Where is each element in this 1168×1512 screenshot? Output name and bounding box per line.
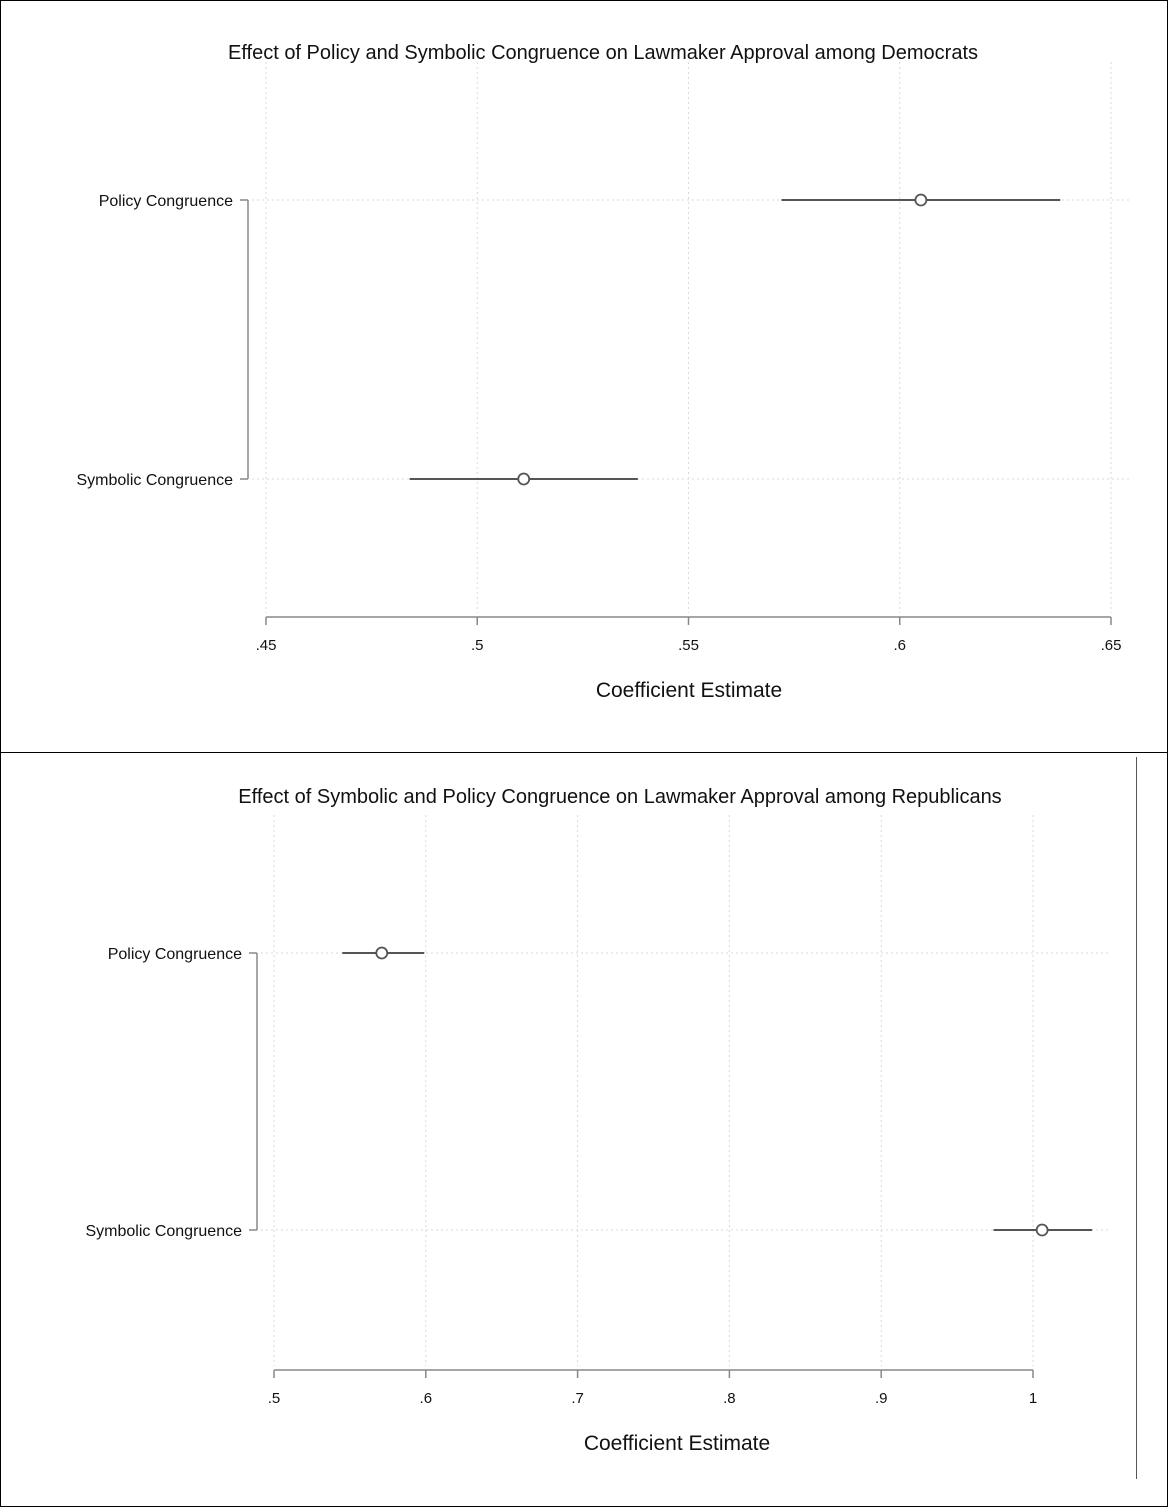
- panel-divider: [0, 752, 1168, 753]
- point-estimate-0: [375, 946, 389, 960]
- chart-title: Effect of Policy and Symbolic Congruence…: [228, 42, 978, 64]
- democrats-coefficient-chart: Effect of Policy and Symbolic Congruence…: [0, 0, 1168, 753]
- x-tick-label: .5: [471, 637, 484, 654]
- point-estimate-1: [1035, 1223, 1049, 1237]
- x-tick-label: .55: [678, 637, 699, 654]
- y-tick-label: Policy Congruence: [108, 946, 242, 963]
- x-tick-label: .7: [571, 1390, 584, 1407]
- x-axis-label: Coefficient Estimate: [596, 679, 782, 702]
- x-tick-label: .6: [420, 1390, 433, 1407]
- x-tick-label: .45: [256, 637, 277, 654]
- democrats-chart-svg: Effect of Policy and Symbolic Congruence…: [76, 42, 1130, 702]
- point-estimate-0: [914, 193, 928, 207]
- x-axis-label: Coefficient Estimate: [584, 1432, 770, 1455]
- y-tick-label: Policy Congruence: [99, 193, 233, 210]
- republicans-coefficient-chart: Effect of Symbolic and Policy Congruence…: [0, 753, 1168, 1507]
- x-tick-label: .8: [723, 1390, 736, 1407]
- x-tick-label: .6: [893, 637, 906, 654]
- x-tick-label: .65: [1101, 637, 1122, 654]
- republicans-chart-svg: Effect of Symbolic and Policy Congruence…: [85, 786, 1108, 1455]
- point-estimate-1: [517, 472, 531, 486]
- x-tick-label: .9: [875, 1390, 888, 1407]
- x-tick-label: 1: [1029, 1390, 1037, 1407]
- y-tick-label: Symbolic Congruence: [76, 472, 233, 489]
- x-tick-label: .5: [268, 1390, 281, 1407]
- right-border-rule: [1136, 757, 1137, 1479]
- chart-title: Effect of Symbolic and Policy Congruence…: [238, 786, 1001, 808]
- y-tick-label: Symbolic Congruence: [85, 1223, 242, 1240]
